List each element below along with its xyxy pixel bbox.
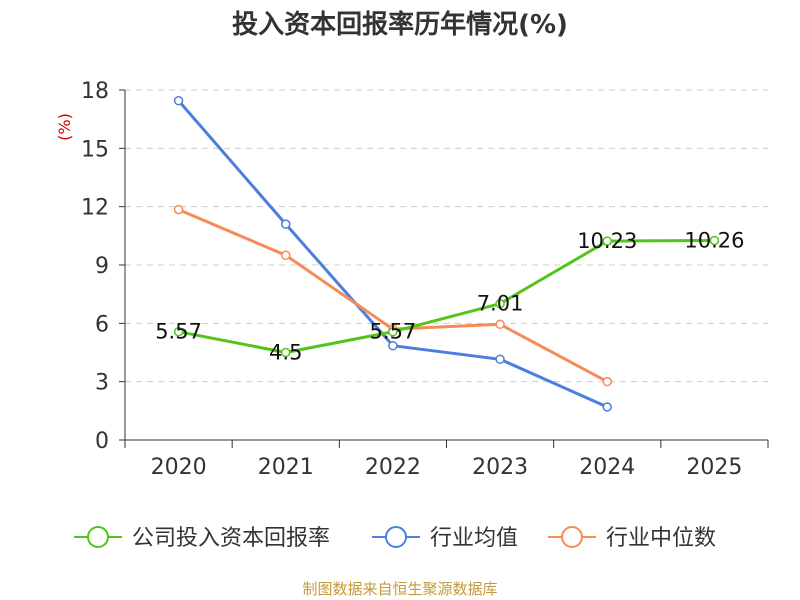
data-point-industry_avg [602, 402, 612, 412]
x-tick-label: 2023 [472, 455, 528, 480]
x-tick-label: 2021 [258, 455, 314, 480]
data-label: 5.57 [370, 320, 417, 344]
data-label: 7.01 [477, 292, 524, 316]
source-note: 制图数据来自恒生聚源数据库 [302, 580, 498, 598]
x-tick-label: 2020 [151, 455, 207, 480]
data-point-industry_median [281, 250, 291, 261]
data-point-industry_avg [173, 95, 184, 106]
y-tick-label: 6 [95, 312, 109, 337]
legend-label: 行业中位数 [606, 526, 716, 551]
legend-marker-industry_median [561, 526, 583, 548]
legend-marker-industry_avg [385, 526, 407, 548]
chart-title: 投入资本回报率历年情况(%) [232, 10, 568, 40]
data-label: 10.26 [684, 229, 744, 253]
legend-marker-company [87, 526, 109, 548]
legend-label: 公司投入资本回报率 [132, 526, 330, 551]
series-line-industry_avg [177, 99, 608, 409]
data-label: 4.5 [269, 341, 302, 365]
data-point-company [281, 347, 291, 358]
data-point-industry_avg [388, 340, 398, 351]
legend-label: 行业均值 [430, 526, 518, 551]
series-line-industry_median [177, 208, 608, 383]
data-point-company [173, 326, 184, 337]
y-tick-label: 3 [95, 371, 109, 396]
data-point-company [388, 326, 398, 337]
y-axis-label: (%) [55, 113, 74, 141]
series-line-company [178, 239, 715, 354]
data-point-company [709, 235, 720, 246]
x-tick-label: 2022 [365, 455, 421, 480]
x-tick-label: 2025 [686, 455, 742, 480]
data-label: 5.57 [155, 320, 202, 344]
y-tick-label: 12 [81, 196, 109, 221]
data-point-industry_avg [495, 354, 505, 365]
data-point-industry_median [602, 376, 612, 387]
y-tick-label: 9 [95, 254, 109, 279]
data-point-industry_median [495, 319, 505, 330]
data-point-company [495, 298, 505, 309]
data-point-industry_avg [281, 219, 291, 229]
data-point-company [602, 236, 612, 246]
y-tick-label: 0 [95, 429, 109, 454]
data-label: 10.23 [577, 229, 637, 253]
y-tick-label: 15 [81, 137, 109, 162]
data-point-industry_median [173, 204, 184, 215]
y-tick-label: 18 [81, 79, 109, 104]
x-tick-label: 2024 [579, 455, 635, 480]
